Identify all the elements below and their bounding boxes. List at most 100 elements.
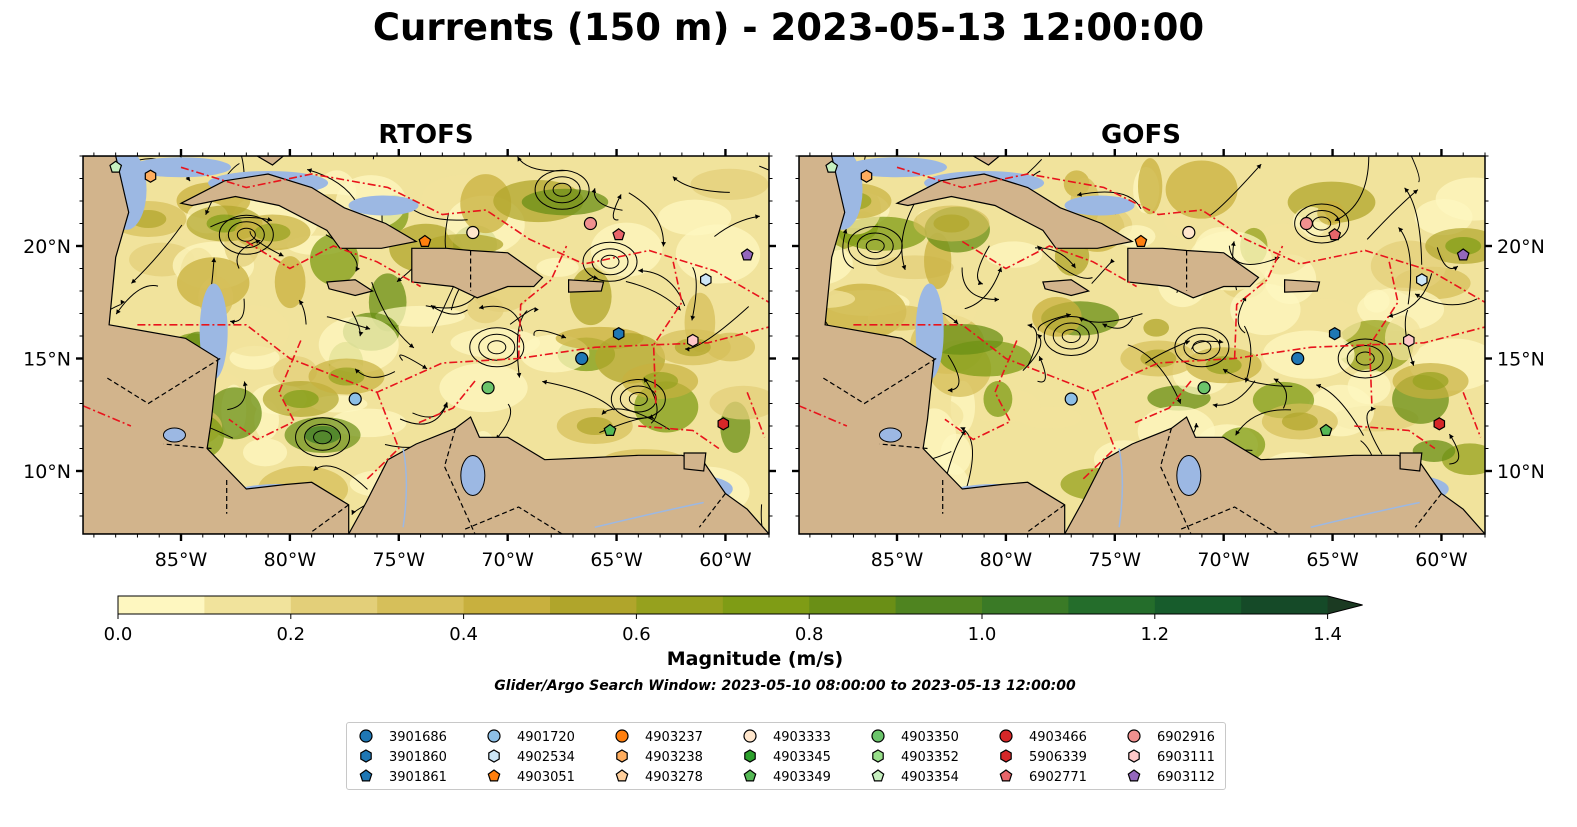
strong-current-core <box>1205 356 1242 375</box>
streamline <box>1366 189 1419 240</box>
legend-marker-4903349 <box>743 769 757 782</box>
x-tick-label: 70°W <box>1197 549 1250 571</box>
streamline-arrow <box>771 437 776 442</box>
streamline <box>83 156 87 158</box>
x-tick-label: 75°W <box>373 549 426 571</box>
y-tick-label: 10°N <box>23 461 71 483</box>
shallow-shelf <box>131 157 231 178</box>
legend-label: 6903111 <box>1157 750 1215 765</box>
float-marker-6902771 <box>612 228 626 241</box>
streamline-arrow <box>1071 263 1076 269</box>
streamline-arrow <box>1230 241 1236 246</box>
country-border <box>1179 506 1279 534</box>
legend-marker-4903278 <box>615 769 629 782</box>
legend-label: 4903237 <box>645 730 703 745</box>
legend-marker-3901686 <box>359 729 373 743</box>
magnitude-patch <box>675 224 761 284</box>
streamline-arrow <box>778 545 783 550</box>
streamline <box>960 426 974 497</box>
eez-boundary <box>137 324 769 394</box>
streamline <box>961 267 1000 300</box>
colorbar-tick-label: 1.4 <box>1313 624 1342 645</box>
legend-label: 4901720 <box>517 730 575 745</box>
strong-current-core <box>328 367 365 386</box>
streamline <box>1404 187 1423 265</box>
streamline-arrow <box>415 107 420 111</box>
streamline <box>1037 356 1046 383</box>
legend-label: 4903352 <box>901 750 959 765</box>
eddy-ring <box>313 430 333 445</box>
streamline-arrow <box>1037 245 1043 251</box>
streamline <box>760 504 765 534</box>
streamline <box>249 231 284 257</box>
eez-boundary <box>83 405 132 427</box>
lake-maracaibo <box>1176 455 1202 496</box>
y-tick-label: 15°N <box>23 349 71 371</box>
streamline-arrow <box>789 351 794 356</box>
strong-current-core <box>282 390 319 408</box>
streamline-arrow <box>205 209 210 215</box>
streamline-arrow <box>1218 339 1224 344</box>
magnitude-patch <box>1165 160 1238 219</box>
magnitude-patch <box>985 241 1043 268</box>
streamline-arrow <box>601 409 607 415</box>
country-border <box>443 428 476 534</box>
legend-marker-4903051 <box>487 769 501 782</box>
streamline <box>1222 368 1293 387</box>
float-marker-4903349 <box>1319 423 1333 436</box>
lake-nicaragua <box>878 427 902 443</box>
eez-boundary <box>1354 425 1436 450</box>
legend-marker-4903238 <box>616 749 628 763</box>
float-marker-4903333 <box>466 225 480 240</box>
colorbar-tick-label: 1.0 <box>968 624 997 645</box>
streamline <box>1448 433 1460 465</box>
float-marker-4903238 <box>144 169 157 183</box>
land-mass <box>411 247 544 299</box>
streamline <box>1404 309 1415 366</box>
streamline-arrow <box>1038 356 1044 362</box>
streamline <box>901 198 918 271</box>
magnitude-patch <box>690 168 769 200</box>
float-marker-4903051 <box>418 234 432 247</box>
colorbar-segment <box>204 596 292 614</box>
streamline <box>628 192 664 247</box>
legend-marker-5906339 <box>1000 749 1012 763</box>
float-legend: 3901686 3901860 3901861 4901720 4902534 49030… <box>346 722 1226 790</box>
eez-boundary <box>228 340 302 441</box>
eez-boundary <box>638 425 720 450</box>
country-border <box>1414 493 1442 528</box>
streamline-arrow <box>307 168 313 173</box>
map-frame <box>798 155 1486 535</box>
float-marker-4903354 <box>825 160 839 173</box>
strong-current-core <box>304 426 341 444</box>
eddy-ring <box>295 417 351 458</box>
river <box>1310 501 1420 528</box>
legend-label: 4903051 <box>517 770 575 785</box>
strong-current-core <box>254 223 291 242</box>
strong-current-core <box>642 372 679 390</box>
streamline <box>1228 245 1280 265</box>
colorbar-segment <box>550 596 637 614</box>
country-border <box>463 506 563 534</box>
float-marker-5906339 <box>1433 417 1446 431</box>
float-marker-3901860 <box>1328 327 1341 341</box>
streamline <box>399 402 448 425</box>
legend-label: 3901861 <box>389 770 447 785</box>
streamline-arrow <box>351 509 356 515</box>
streamline <box>1037 245 1093 279</box>
streamline-arrow <box>299 300 304 306</box>
float-marker-4902534 <box>699 273 712 287</box>
colorbar-segment <box>722 596 810 614</box>
streamline-arrow <box>617 194 622 200</box>
streamline-arrow <box>1398 227 1404 233</box>
streamline-arrow <box>638 268 643 274</box>
legend-marker-3901860 <box>360 749 372 763</box>
eddy-ring <box>543 176 581 204</box>
streamline-arrow <box>755 214 760 220</box>
x-tick-label: 65°W <box>590 549 643 571</box>
magnitude-patch <box>940 433 972 475</box>
streamline <box>371 282 415 349</box>
strong-current-core <box>933 214 970 233</box>
streamline-arrow <box>960 427 966 432</box>
colorbar-segment <box>377 596 465 614</box>
